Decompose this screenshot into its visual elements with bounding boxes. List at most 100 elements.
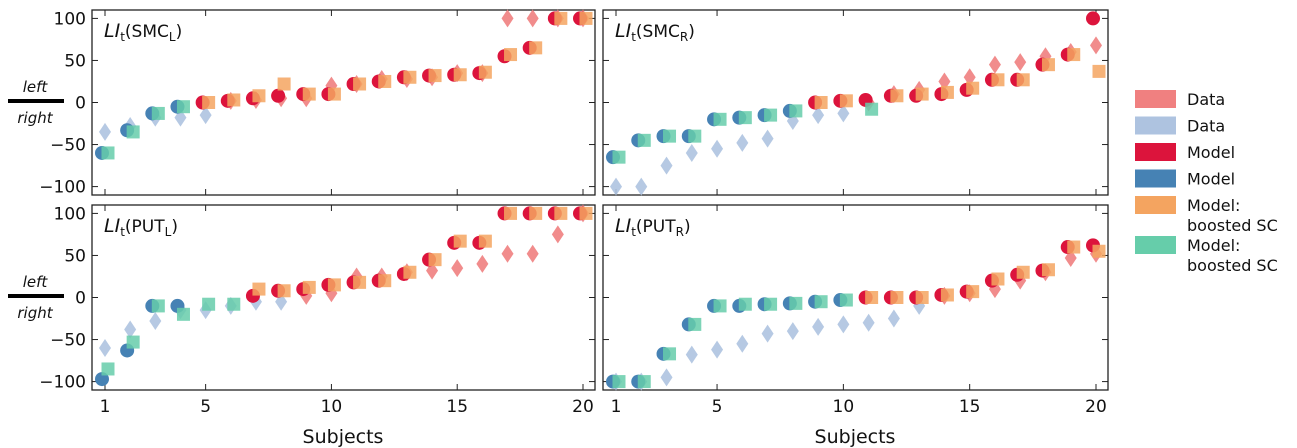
legend-item: Data: [1135, 90, 1225, 109]
data-point-square: [1041, 58, 1055, 72]
series-diamond-data_red: [300, 204, 589, 305]
data-point-diamond: [551, 225, 564, 244]
legend-swatch: [1135, 116, 1176, 135]
panel-smc-r: LIt(SMCR): [602, 9, 1109, 196]
x-tick-label: 5: [712, 397, 723, 417]
data-point-square: [478, 234, 492, 248]
x-tick-label: 5: [200, 397, 211, 417]
legend-item: Model: boosted SC: [1135, 236, 1278, 275]
data-point-diamond: [761, 324, 774, 343]
data-point-diamond: [736, 334, 749, 353]
y-tick-label: 100: [54, 9, 86, 29]
data-point-diamond: [660, 156, 673, 175]
data-point-square: [890, 291, 904, 304]
data-point-square: [579, 206, 593, 220]
data-point-square: [966, 285, 980, 299]
legend-label: Model: boosted SC: [1187, 236, 1278, 275]
data-point-square: [579, 11, 593, 25]
y-tick-label: −100: [39, 178, 86, 198]
data-point-square: [915, 87, 929, 101]
data-point-diamond: [99, 338, 111, 357]
data-point-square: [1016, 73, 1030, 87]
data-point-diamond: [711, 340, 724, 359]
data-point-square: [126, 335, 140, 349]
data-point-diamond: [988, 55, 1001, 74]
data-point-square: [839, 94, 853, 108]
data-point-square: [252, 282, 266, 296]
data-point-diamond: [685, 345, 698, 364]
data-point-square: [814, 96, 828, 109]
x-tick-label: 20: [572, 397, 594, 417]
data-point-square: [202, 297, 216, 311]
legend-label: Model: [1187, 143, 1235, 162]
legend: Data Data Model Model Model: boosted SCModel:…: [1135, 90, 1278, 275]
data-point-square: [1041, 263, 1055, 277]
data-point-square: [453, 68, 467, 82]
legend-label: Data: [1187, 90, 1225, 109]
data-point-diamond: [887, 309, 900, 328]
data-point-square: [814, 295, 828, 309]
panel-label: LIt(PUTL): [104, 215, 178, 239]
data-point-diamond: [501, 9, 514, 28]
data-point-square: [529, 206, 543, 220]
x-tick-label: 15: [959, 397, 981, 417]
data-point-square: [738, 297, 752, 311]
legend-item: Model: [1135, 143, 1235, 162]
data-point-square: [612, 150, 626, 164]
data-point-diamond: [685, 143, 698, 162]
legend-swatch: [1135, 196, 1176, 214]
y-tick-label: −100: [39, 373, 86, 393]
legend-swatch: [1135, 90, 1176, 108]
legend-item: Data: [1135, 116, 1225, 136]
data-point-square: [663, 129, 677, 143]
data-point-square: [991, 272, 1005, 286]
right-label-bottom: right: [17, 304, 53, 322]
data-point-square: [915, 291, 929, 304]
y-tick-label: 50: [64, 246, 86, 266]
x-tick-label: 10: [321, 397, 343, 417]
legend-swatch: [1135, 236, 1176, 254]
data-point-square: [151, 299, 165, 313]
data-point-diamond: [711, 139, 724, 158]
x-axis-title-right: Subjects: [815, 426, 896, 448]
data-point-square: [789, 296, 803, 310]
series-square-boosted_teal: [101, 297, 241, 376]
data-point-square: [453, 234, 467, 248]
left-label-top: left: [23, 78, 49, 96]
legend-swatch: [1135, 169, 1176, 188]
data-point-square: [176, 100, 190, 114]
data-point-diamond: [124, 320, 137, 339]
y-tick-label: 0: [75, 289, 86, 309]
data-point-square: [202, 96, 216, 109]
data-point-square: [940, 85, 954, 99]
data-point-circle: [1086, 11, 1100, 26]
data-point-square: [1092, 244, 1106, 258]
data-point-square: [126, 125, 140, 139]
data-point-diamond: [812, 106, 825, 125]
data-point-square: [839, 293, 853, 307]
data-point-square: [428, 69, 442, 83]
data-point-square: [378, 274, 392, 288]
data-point-square: [353, 275, 367, 289]
data-point-diamond: [1014, 53, 1027, 72]
series-square-boosted_teal: [101, 100, 190, 160]
series-square-boosted_orange: [865, 240, 1106, 304]
data-point-square: [277, 284, 291, 298]
series-square-boosted_teal: [612, 293, 853, 389]
data-point-diamond: [99, 122, 111, 141]
series-square-boosted_teal: [612, 102, 879, 164]
side-label-bottom: left right: [8, 273, 64, 322]
data-point-square: [738, 111, 752, 125]
data-point-diamond: [526, 244, 539, 263]
data-point-square: [713, 112, 727, 126]
data-point-square: [227, 297, 241, 311]
data-point-diamond: [736, 133, 749, 152]
data-point-diamond: [812, 317, 825, 336]
series-diamond-data_blue: [610, 296, 926, 391]
data-point-square: [713, 299, 727, 313]
data-point-diamond: [862, 313, 875, 332]
series-square-boosted_orange: [252, 206, 593, 298]
x-tick-label: 10: [833, 397, 855, 417]
data-point-square: [252, 89, 266, 103]
